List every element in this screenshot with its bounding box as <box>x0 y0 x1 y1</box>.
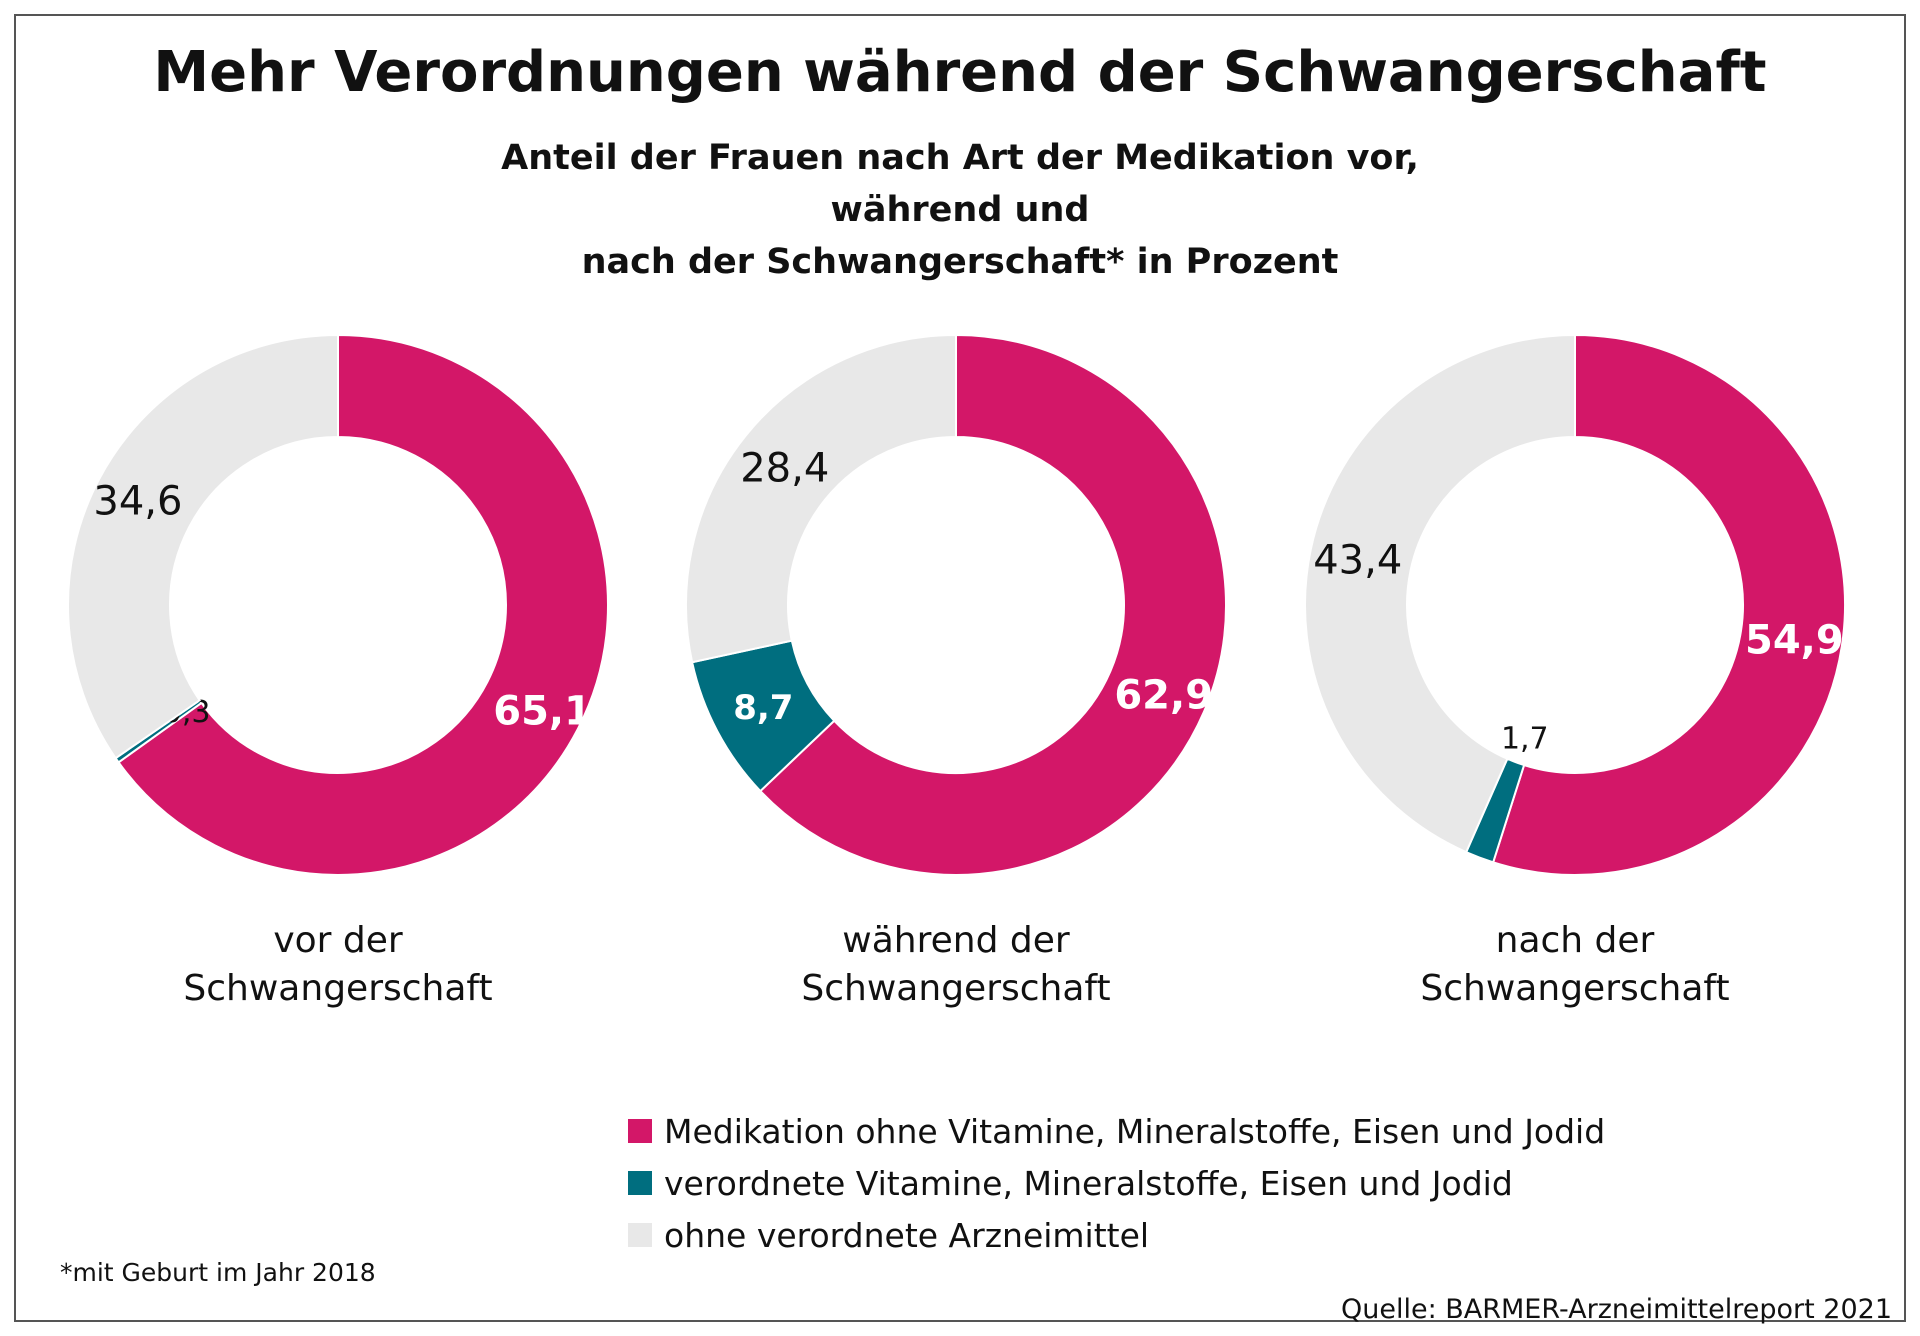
donut-slice-ohne <box>685 333 957 664</box>
donut-slice-medikation <box>758 333 1227 876</box>
donut-slice-medikation <box>1491 333 1846 876</box>
legend-label: verordnete Vitamine, Mineralstoffe, Eise… <box>664 1163 1513 1203</box>
chart-caption: vor der <box>273 920 403 961</box>
chart-caption: Schwangerschaft <box>1420 968 1729 1009</box>
legend-item-medikation: Medikation ohne Vitamine, Mineralstoffe,… <box>628 1105 1605 1157</box>
legend: Medikation ohne Vitamine, Mineralstoffe,… <box>628 1105 1605 1261</box>
data-label-ohne: 43,4 <box>1313 538 1402 584</box>
donut-slice-ohne <box>1304 333 1576 854</box>
data-label-ohne: 28,4 <box>740 445 829 491</box>
data-label-medikation: 62,9 <box>1114 673 1213 719</box>
chart-frame <box>14 14 1906 1322</box>
legend-item-ohne: ohne verordnete Arzneimittel <box>628 1209 1605 1261</box>
subtitle-line: nach der Schwangerschaft* in Prozent <box>581 242 1339 282</box>
legend-swatch-ohne <box>628 1223 652 1247</box>
chart-caption: während der <box>842 920 1070 961</box>
chart-caption: nach der <box>1496 920 1655 961</box>
chart-caption: Schwangerschaft <box>801 968 1110 1009</box>
legend-label: ohne verordnete Arzneimittel <box>664 1215 1150 1255</box>
data-label-medikation: 54,9 <box>1745 617 1844 663</box>
donut-chart-2: 62,9 8,7 28,4 während der Schwangerschaft <box>685 333 1227 1009</box>
subtitle-line: Anteil der Frauen nach Art der Medikatio… <box>501 138 1419 230</box>
chart-subtitle: Anteil der Frauen nach Art der Medikatio… <box>410 132 1510 288</box>
legend-swatch-medikation <box>628 1119 652 1143</box>
donut-chart-3: 54,9 1,7 43,4 nach der Schwangerschaft <box>1304 333 1846 1009</box>
data-label-vitamine: 1,7 <box>1501 722 1549 757</box>
data-label-ohne: 34,6 <box>93 478 182 524</box>
legend-label: Medikation ohne Vitamine, Mineralstoffe,… <box>664 1111 1606 1151</box>
chart-caption: Schwangerschaft <box>183 968 492 1009</box>
legend-item-vitamine: verordnete Vitamine, Mineralstoffe, Eise… <box>628 1157 1605 1209</box>
legend-swatch-vitamine <box>628 1171 652 1195</box>
footnote: *mit Geburt im Jahr 2018 <box>60 1258 376 1287</box>
donut-slice-ohne <box>67 333 339 760</box>
chart-title: Mehr Verordnungen während der Schwangers… <box>153 40 1767 105</box>
source-note: Quelle: BARMER-Arzneimittelreport 2021 <box>1340 1294 1892 1325</box>
data-label-medikation: 65,1 <box>493 688 592 734</box>
donut-slice-medikation <box>117 333 609 876</box>
data-label-vitamine: 8,7 <box>733 688 793 728</box>
